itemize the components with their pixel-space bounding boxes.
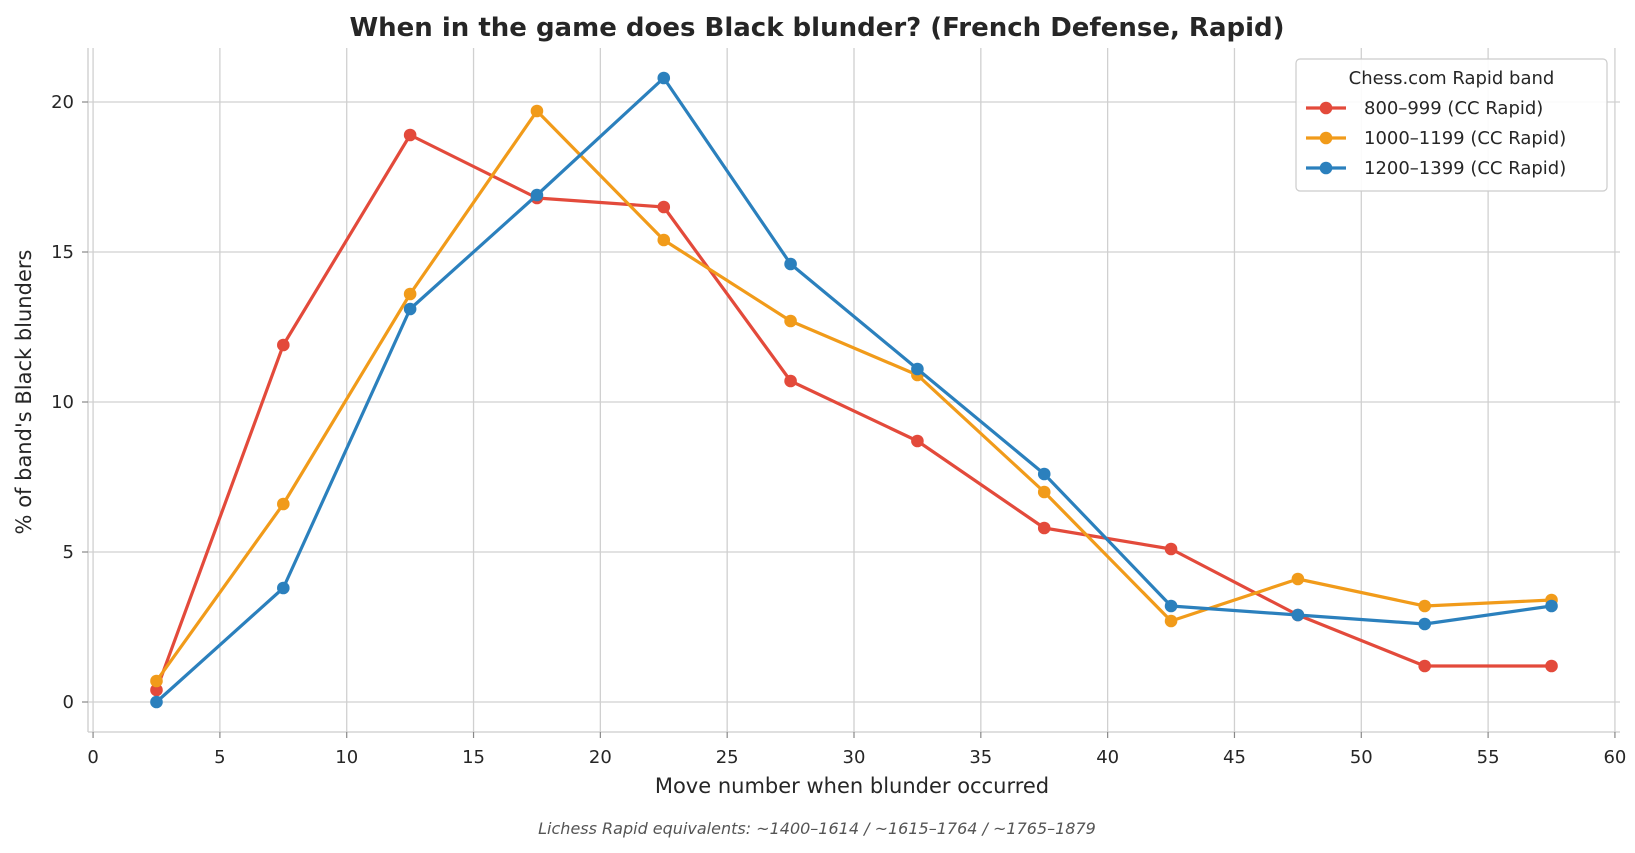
series-group xyxy=(150,71,1558,709)
data-point xyxy=(530,104,544,118)
y-axis-label: % of band's Black blunders xyxy=(12,250,36,535)
data-point xyxy=(277,338,290,352)
x-tick-label: 35 xyxy=(969,747,992,768)
data-point xyxy=(784,314,797,328)
x-tick-label: 10 xyxy=(335,747,358,768)
x-tick-label: 0 xyxy=(87,747,98,768)
x-tick-label: 40 xyxy=(1096,747,1119,768)
data-point xyxy=(1418,617,1431,631)
y-tick-label: 20 xyxy=(51,92,74,113)
series-line xyxy=(154,76,1554,704)
data-point xyxy=(150,674,163,688)
data-point xyxy=(1164,614,1178,628)
y-tick-label: 5 xyxy=(63,542,74,563)
x-tick-label: 25 xyxy=(716,747,739,768)
data-point xyxy=(1037,521,1051,535)
data-point xyxy=(1164,542,1178,556)
x-tick-label: 60 xyxy=(1603,747,1626,768)
legend-title: Chess.com Rapid band xyxy=(1349,68,1555,89)
legend-swatch-marker xyxy=(1319,101,1333,115)
data-point xyxy=(403,302,417,316)
x-tick-label: 5 xyxy=(214,747,225,768)
footnote: Lichess Rapid equivalents: ~1400–1614 / … xyxy=(538,819,1096,838)
data-point xyxy=(1418,659,1431,673)
series-2 xyxy=(150,71,1558,709)
data-point xyxy=(1545,599,1558,613)
data-point xyxy=(1545,659,1558,673)
data-point xyxy=(1418,599,1431,613)
legend-swatch-marker xyxy=(1319,131,1333,145)
data-point xyxy=(911,434,924,448)
x-tick-label: 50 xyxy=(1350,747,1373,768)
data-point xyxy=(1291,608,1305,622)
data-point xyxy=(1291,572,1305,586)
x-axis-label: Move number when blunder occurred xyxy=(655,774,1049,798)
data-point xyxy=(1037,485,1051,499)
data-point xyxy=(403,128,417,142)
x-axis-ticks: 0 5 10 15 20 25 30 35 40 45 50 55 60 xyxy=(87,732,1626,768)
data-point xyxy=(1164,599,1178,613)
data-point xyxy=(784,374,797,388)
data-point xyxy=(150,683,163,697)
data-point xyxy=(403,287,417,301)
legend-swatch-marker xyxy=(1319,161,1333,175)
y-tick-label: 0 xyxy=(63,692,74,713)
legend-entry-label: 1000–1199 (CC Rapid) xyxy=(1364,128,1566,149)
data-point xyxy=(277,581,290,595)
data-point xyxy=(150,695,163,709)
series-line xyxy=(154,109,1554,683)
series-line xyxy=(154,133,1554,692)
data-point xyxy=(657,71,671,85)
legend-entry-label: 1200–1399 (CC Rapid) xyxy=(1364,158,1566,179)
y-axis-ticks: 0 5 10 15 20 xyxy=(51,92,88,713)
y-tick-label: 15 xyxy=(51,242,74,263)
legend: Chess.com Rapid band 800–999 (CC Rapid) 10… xyxy=(1295,58,1608,192)
chart-title: When in the game does Black blunder? (Fr… xyxy=(349,13,1284,43)
x-tick-label: 30 xyxy=(843,747,866,768)
data-point xyxy=(784,257,797,271)
legend-entry-label: 800–999 (CC Rapid) xyxy=(1364,98,1543,119)
data-point xyxy=(1037,467,1051,481)
y-tick-label: 10 xyxy=(51,392,74,413)
data-point xyxy=(277,497,290,511)
data-point xyxy=(657,233,671,247)
x-tick-label: 55 xyxy=(1477,747,1500,768)
x-tick-label: 45 xyxy=(1223,747,1246,768)
data-point xyxy=(911,362,924,376)
x-tick-label: 20 xyxy=(589,747,612,768)
legend-box xyxy=(1295,58,1608,192)
data-point xyxy=(530,188,544,202)
data-point xyxy=(657,200,671,214)
x-tick-label: 15 xyxy=(462,747,485,768)
